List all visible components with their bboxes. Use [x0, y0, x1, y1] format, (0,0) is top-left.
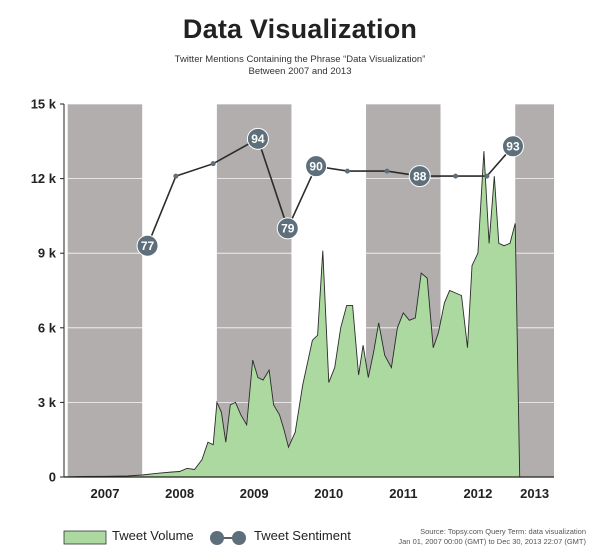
y-tick-label: 3 k	[38, 395, 57, 410]
year-band-2007	[67, 104, 143, 477]
y-tick-label: 15 k	[31, 97, 57, 112]
y-axis-labels: 0 3 k 6 k 9 k 12 k 15 k	[31, 97, 57, 485]
sentiment-marker	[136, 234, 159, 257]
sentiment-marker	[276, 217, 299, 240]
chart-title: Data Visualization	[182, 14, 418, 44]
subtitle-line-2: Between 2007 and 2013	[248, 66, 352, 77]
x-tick-label-2013: 2013	[520, 486, 549, 501]
y-tick-label: 6 k	[38, 320, 57, 335]
tweet-volume-area	[64, 151, 520, 477]
sentiment-label: 94	[251, 132, 265, 146]
subtitle-line-1: Twitter Mentions Containing the Phrase “…	[174, 54, 426, 65]
source-line-2: Jan 01, 2007 00:00 (GMT) to Dec 30, 2013…	[398, 537, 586, 546]
source-line-1: Source: Topsy.com Query Term: data visua…	[420, 527, 586, 536]
x-axis-labels: 2007 2008 2009 2010 2011 2012 2013	[91, 486, 550, 501]
year-band-2013	[515, 104, 554, 477]
x-tick-label-2012: 2012	[463, 486, 492, 501]
chart-axes	[60, 103, 554, 478]
legend-sentiment-label: Tweet Sentiment	[254, 528, 351, 543]
sentiment-marker	[408, 165, 431, 188]
sentiment-point	[344, 168, 350, 174]
sentiment-label: 77	[141, 239, 155, 253]
x-tick-label-2008: 2008	[165, 486, 194, 501]
tweet-volume-line	[63, 151, 521, 478]
sentiment-point	[384, 168, 390, 174]
year-band-2008	[142, 104, 217, 477]
sentiment-line	[146, 137, 514, 247]
tweet-sentiment-series: 77 94 79 90 88 93	[136, 127, 524, 257]
x-tick-label-2009: 2009	[240, 486, 269, 501]
tweet-volume-series	[63, 151, 521, 478]
sentiment-marker	[305, 155, 328, 178]
y-tick-label: 12 k	[31, 171, 57, 186]
source-note: Source: Topsy.com Query Term: data visua…	[398, 527, 586, 547]
sentiment-marker	[246, 127, 269, 150]
legend-volume-label: Tweet Volume	[112, 528, 194, 543]
x-tick-label-2010: 2010	[314, 486, 343, 501]
sentiment-label: 79	[281, 222, 295, 236]
sentiment-point	[453, 173, 459, 179]
sentiment-marker	[501, 135, 524, 158]
x-tick-label-2011: 2011	[389, 486, 417, 501]
sentiment-label: 90	[309, 159, 323, 173]
y-tick-label: 0	[49, 470, 56, 485]
y-tick-label: 9 k	[38, 246, 57, 261]
legend-sentiment-icon	[210, 531, 246, 545]
sentiment-point	[210, 161, 216, 167]
legend-volume-swatch	[63, 530, 107, 545]
sentiment-label: 93	[506, 140, 520, 154]
sentiment-point	[484, 173, 490, 179]
chart-subtitle: Twitter Mentions Containing the Phrase “…	[0, 54, 600, 78]
x-tick-label-2007: 2007	[91, 486, 120, 501]
sentiment-label: 88	[413, 169, 427, 183]
sentiment-point	[173, 173, 179, 179]
